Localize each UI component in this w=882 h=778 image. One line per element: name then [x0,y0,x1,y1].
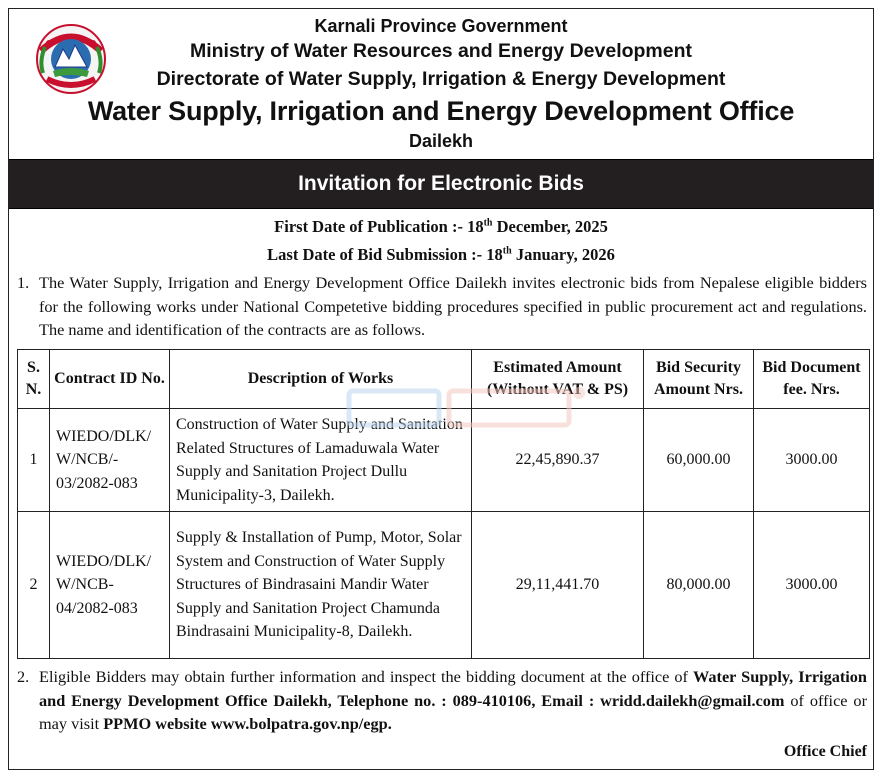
header-security: Bid Security Amount Nrs. [643,349,754,409]
cell-security: 60,000.00 [643,408,754,512]
cell-fee: 3000.00 [753,408,870,512]
paragraph-2-text: Eligible Bidders may obtain further info… [39,665,867,736]
header-amount: Estimated Amount (Without VAT & PS) [471,349,644,409]
nepal-emblem-icon [36,24,106,94]
government-name: Karnali Province Government [314,16,568,36]
directorate-name: Directorate of Water Supply, Irrigation … [156,68,726,90]
notice-title-banner: Invitation for Electronic Bids [9,159,873,209]
paragraph-2: 2. Eligible Bidders may obtain further i… [17,665,867,736]
cell-description: Construction of Water Supply and Sanitat… [169,408,472,512]
contracts-table-wrapper: S. N. Contract ID No. Description of Wor… [17,349,870,659]
contracts-table: S. N. Contract ID No. Description of Wor… [17,349,870,659]
cell-sn: 2 [17,511,50,659]
submission-date-rest: January, 2026 [511,245,615,264]
submission-date-sup: th [502,245,512,257]
office-contact: Water Supply, Irrigation and Energy Deve… [39,667,867,710]
paragraph-1-number: 1. [17,273,30,292]
ppmo-website: PPMO website www.bolpatra.gov.np/egp. [103,714,392,733]
table-header-row: S. N. Contract ID No. Description of Wor… [17,349,870,409]
header-sn: S. N. [17,349,50,409]
header-fee: Bid Document fee. Nrs. [753,349,870,409]
cell-security: 80,000.00 [643,511,754,659]
ministry-name: Ministry of Water Resources and Energy D… [189,40,693,62]
paragraph-2-text-b: of office or may visit [39,690,867,734]
publication-date-sup: th [483,217,493,229]
cell-amount: 29,11,441.70 [471,511,644,659]
cell-contract-id: WIEDO/DLK/ W/NCB- 04/2082-083 [49,511,170,659]
cell-amount: 22,45,890.37 [471,408,644,512]
cell-sn: 1 [17,408,50,512]
table-row: 1 WIEDO/DLK/ W/NCB/- 03/2082-083 Constru… [17,408,870,512]
office-name: Water Supply, Irrigation and Energy Deve… [87,96,795,126]
paragraph-2-text-a: Eligible Bidders may obtain further info… [39,667,694,686]
table-row: 2 WIEDO/DLK/ W/NCB- 04/2082-083 Supply &… [17,511,870,659]
signature: Office Chief [783,743,867,760]
paragraph-1-text: The Water Supply, Irrigation and Energy … [39,273,867,339]
header-contract-id: Contract ID No. [49,349,170,409]
office-location: Dailekh [408,131,474,151]
cell-contract-id: WIEDO/DLK/ W/NCB/- 03/2082-083 [49,408,170,512]
paragraph-2-number: 2. [17,667,30,686]
publication-date-label: First Date of Publication :- 18 [274,217,484,236]
submission-date-label: Last Date of Bid Submission :- 18 [267,245,503,264]
publication-date-rest: December, 2025 [492,217,608,236]
cell-fee: 3000.00 [753,511,870,659]
notice-header: Karnali Province Government Ministry of … [9,9,873,159]
submission-date: Last Date of Bid Submission :- 18th Janu… [9,245,873,265]
header-description: Description of Works [169,349,472,409]
paragraph-1: 1. The Water Supply, Irrigation and Ener… [17,271,867,342]
publication-date: First Date of Publication :- 18th Decemb… [9,217,873,237]
notice-page: Karnali Province Government Ministry of … [8,8,874,770]
cell-description: Supply & Installation of Pump, Motor, So… [169,511,472,659]
